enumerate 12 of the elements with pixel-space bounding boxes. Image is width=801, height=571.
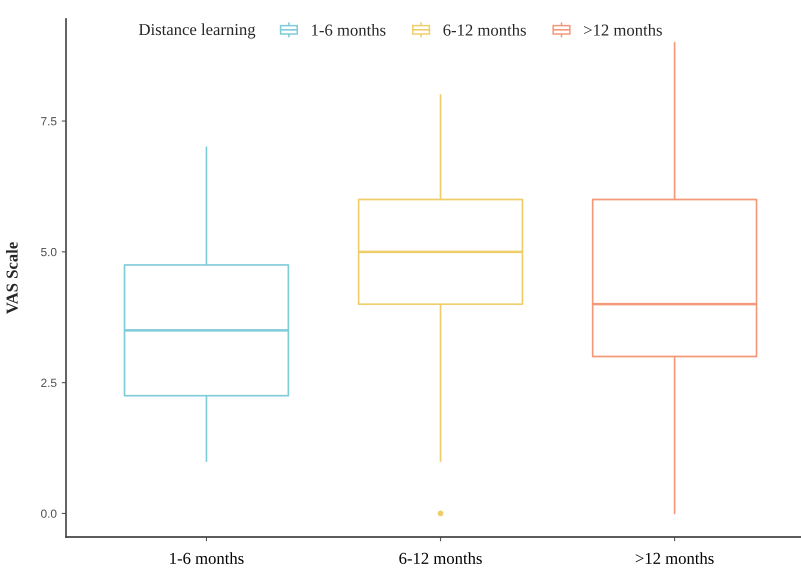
x-tick-label: >12 months xyxy=(636,552,714,564)
legend-label: 6-12 months xyxy=(443,24,526,36)
legend-label: >12 months xyxy=(584,24,662,36)
legend-label: 1-6 months xyxy=(312,24,386,36)
y-tick-label: 5.0 xyxy=(41,248,57,256)
x-tick-label: 6-12 months xyxy=(399,552,482,564)
legend-title: Distance learning xyxy=(138,23,256,39)
x-tick-label: 1-6 months xyxy=(170,552,244,564)
y-tick-label: 7.5 xyxy=(41,117,56,126)
y-tick-label: 2.5 xyxy=(41,378,56,388)
y-tick-label: 0.0 xyxy=(41,509,57,518)
y-axis-title: VAS Scale xyxy=(6,242,18,314)
